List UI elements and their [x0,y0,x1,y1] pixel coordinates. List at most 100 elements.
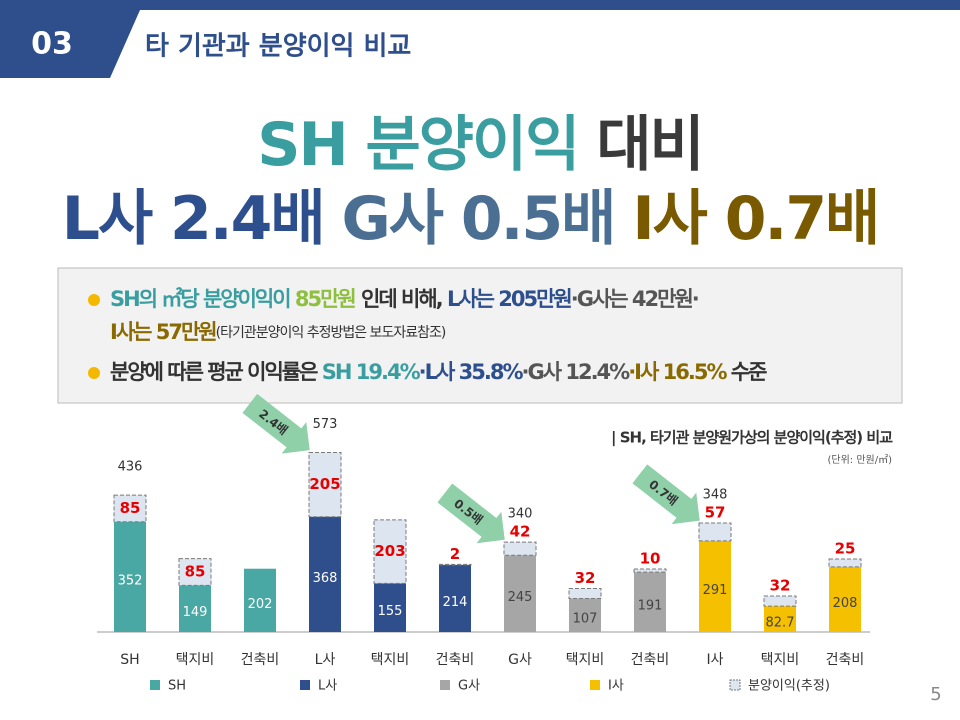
bar-value-label: 107 [573,612,598,627]
profit-label: 32 [770,577,791,595]
legend-swatch [150,680,160,690]
bar-value-label: 202 [248,597,273,612]
x-tick-label: I사 [706,652,723,668]
legend-swatch [590,680,600,690]
bar [244,568,276,632]
bar [569,598,601,632]
text-segment: 대비 [596,110,702,180]
bullet-text: 분양에 따른 평균 이익률은 SH 19.4%·L사 35.8%·G사 12.4… [110,360,767,384]
bar [114,521,146,632]
text-segment: I사는 57만원 [110,320,216,344]
total-label: 340 [508,507,533,522]
profit-box [373,519,407,584]
bar-value-label: 208 [833,596,858,611]
text-segment: I사 0.7배 [632,184,878,254]
top-bar [0,0,960,10]
headline: SH 분양이익 대비 [257,110,703,180]
total-label: 573 [313,417,338,432]
profit-box [503,541,537,556]
bullet-text: SH의 ㎡당 분양이익이 85만원 인데 비해, L사는 205만원·G사는 42… [110,287,698,311]
bar [829,566,861,632]
profit-label: 2 [450,545,460,563]
text-segment: SH의 ㎡당 분양이익이 [110,287,295,311]
profit-label: 10 [640,550,661,568]
profit-box [828,558,862,568]
legend-label: G사 [458,679,480,694]
bar [439,564,471,632]
profit-box [633,568,667,573]
x-tick-label: G사 [508,652,532,668]
bar [179,585,211,632]
bar-value-label: 82.7 [766,616,795,631]
profit-label: 25 [835,539,856,557]
profit-label: 203 [374,542,405,560]
bar [699,540,731,632]
bar-value-label: 368 [313,571,338,586]
profit-box [568,587,602,599]
page-number: 5 [930,684,941,705]
bar-value-label: 214 [443,595,468,610]
text-segment: ·I사 16.5% [628,360,727,384]
bullet-box [57,267,903,404]
profit-box [308,451,342,518]
text-segment: 인데 비해, [361,287,447,311]
bar-value-label: 352 [118,573,143,588]
chart-subtitle: (단위: 만원/㎡) [827,453,892,466]
profit-box [113,494,147,523]
x-tick-label: 건축비 [826,652,865,668]
x-tick-label: 택지비 [566,652,605,668]
text-segment: G사 0.5배 [342,184,615,254]
profit-label: 85 [185,562,206,580]
text-segment: L사 2.4배 [62,184,324,254]
legend-swatch [300,680,310,690]
profit-label: 57 [705,503,726,521]
arrow-shape [632,464,700,525]
text-segment: (타기관분양이익 추정방법은 보도자료참조) [216,325,446,341]
text-segment: ·G사는 42만원· [571,287,698,311]
number-tab [0,10,140,78]
legend-label: 분양이익(추정) [748,679,830,694]
legend-label: L사 [318,679,337,694]
text-segment: SH 분양이익 [257,110,578,180]
legend-swatch [729,679,741,691]
text-segment: ·L사 35.8% [419,360,524,384]
x-tick-label: L사 [315,652,336,668]
bar-value-label: 291 [703,583,728,598]
bar [634,572,666,632]
x-tick-label: 건축비 [631,652,670,668]
arrow-shape [242,393,310,454]
bullet-dot [88,294,100,306]
profit-box [698,522,732,542]
bar-value-label: 191 [638,599,663,614]
profit-box [763,595,797,607]
x-tick-label: 택지비 [371,652,410,668]
profit-label: 32 [575,569,596,587]
profit-label: 85 [120,499,141,517]
bar-value-label: 149 [183,605,208,620]
header-title: 타 기관과 분양이익 비교 [145,32,411,62]
x-tick-label: 건축비 [241,652,280,668]
profit-box [178,558,212,586]
bullet-dot [88,367,100,379]
profit-label: 205 [309,475,340,493]
total-label: 348 [703,487,728,502]
bar [504,555,536,632]
bar [374,583,406,632]
profit-label: 42 [510,523,531,541]
bar [309,516,341,632]
text-segment: 분양에 따른 평균 이익률은 [110,360,322,384]
legend-swatch [440,680,450,690]
x-tick-label: SH [120,652,139,668]
bullet-text: I사는 57만원(타기관분양이익 추정방법은 보도자료참조) [110,320,446,344]
chart-title: | SH, 타기관 분양원가상의 분양이익(추정) 비교 [611,429,893,448]
legend-label: I사 [608,679,624,694]
text-segment: 85만원 [295,287,356,311]
profit-box [438,563,472,566]
total-label: 436 [118,460,143,475]
section-number: 03 [31,27,73,62]
x-tick-label: 건축비 [436,652,475,668]
legend-label: SH [168,679,186,694]
headline: L사 2.4배 G사 0.5배 I사 0.7배 [62,184,879,254]
